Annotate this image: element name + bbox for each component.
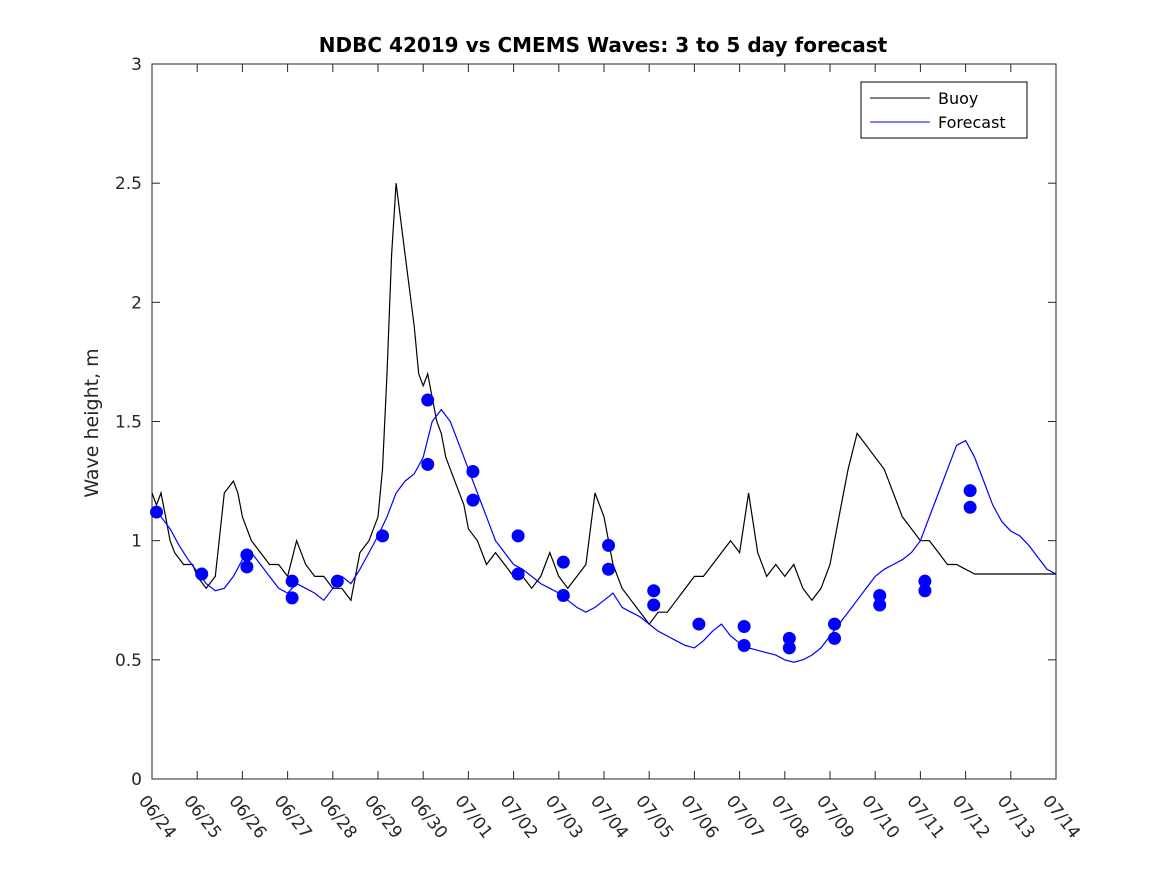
forecast-marker bbox=[873, 598, 887, 612]
legend-buoy-label: Buoy bbox=[938, 89, 978, 108]
forecast-marker bbox=[285, 591, 299, 605]
y-tick-label: 1 bbox=[131, 532, 142, 552]
forecast-marker bbox=[240, 548, 254, 562]
forecast-marker bbox=[918, 584, 932, 598]
forecast-marker bbox=[737, 619, 751, 633]
forecast-marker bbox=[782, 631, 796, 645]
forecast-marker bbox=[511, 529, 525, 543]
forecast-marker bbox=[873, 588, 887, 602]
forecast-marker bbox=[511, 567, 525, 581]
forecast-marker bbox=[828, 617, 842, 631]
forecast-line bbox=[151, 408, 1057, 663]
legend: Buoy Forecast bbox=[860, 81, 1028, 139]
forecast-marker bbox=[918, 574, 932, 588]
y-tick-label: 2 bbox=[131, 293, 142, 313]
forecast-marker bbox=[466, 465, 480, 479]
forecast-marker bbox=[647, 598, 661, 612]
series-group bbox=[150, 183, 1057, 663]
axes-box bbox=[151, 63, 1057, 780]
legend-box bbox=[860, 81, 1028, 139]
forecast-marker bbox=[602, 562, 616, 576]
buoy-line bbox=[151, 183, 1056, 626]
forecast-marker bbox=[240, 560, 254, 574]
forecast-marker bbox=[782, 641, 796, 655]
legend-forecast-label: Forecast bbox=[938, 113, 1006, 132]
y-axis-label: Wave height, m bbox=[81, 348, 103, 497]
y-tick-label: 0 bbox=[131, 770, 142, 790]
forecast-marker bbox=[828, 631, 842, 645]
forecast-marker bbox=[376, 529, 390, 543]
forecast-marker bbox=[285, 574, 299, 588]
y-tick-label: 1.5 bbox=[115, 413, 142, 433]
forecast-marker bbox=[556, 588, 570, 602]
forecast-marker bbox=[963, 484, 977, 498]
forecast-marker bbox=[195, 567, 209, 581]
forecast-marker bbox=[692, 617, 706, 631]
forecast-marker bbox=[330, 574, 344, 588]
forecast-marker bbox=[466, 493, 480, 507]
chart-title: NDBC 42019 vs CMEMS Waves: 3 to 5 day fo… bbox=[319, 33, 888, 57]
forecast-marker bbox=[556, 555, 570, 569]
forecast-marker bbox=[963, 500, 977, 514]
y-tick-label: 0.5 bbox=[115, 651, 142, 671]
forecast-marker bbox=[602, 538, 616, 552]
forecast-marker bbox=[421, 457, 435, 471]
forecast-marker bbox=[421, 393, 435, 407]
forecast-marker bbox=[647, 584, 661, 598]
forecast-marker bbox=[150, 505, 164, 519]
forecast-marker bbox=[737, 639, 751, 653]
y-tick-label: 3 bbox=[131, 55, 142, 75]
y-tick-label: 2.5 bbox=[115, 174, 142, 194]
